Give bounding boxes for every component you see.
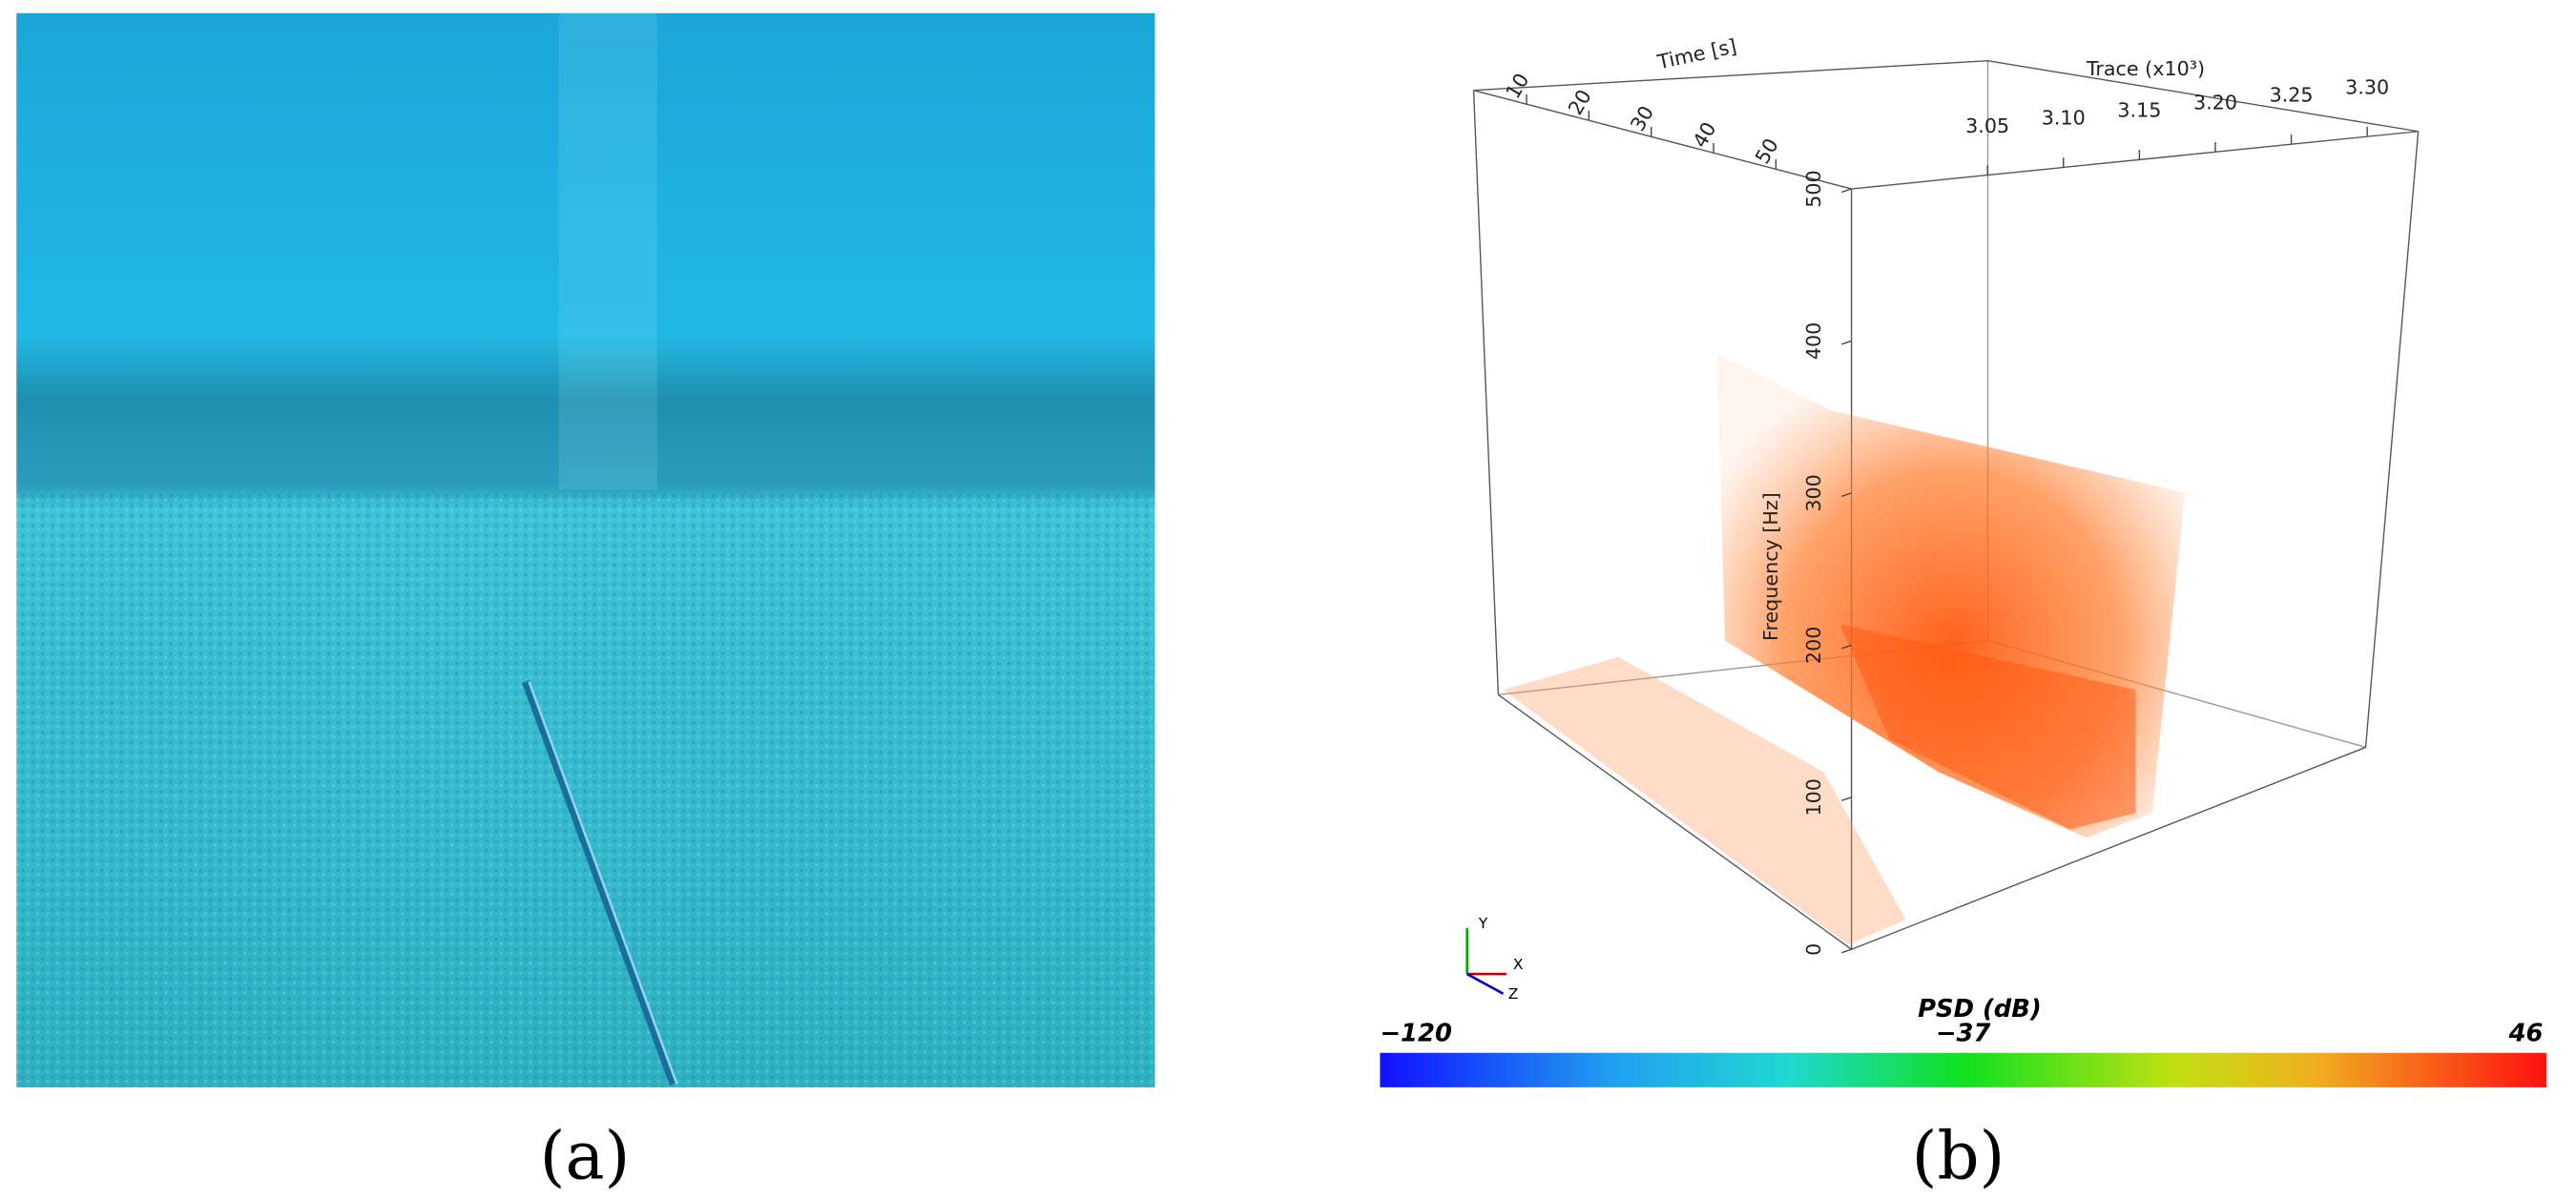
tick-mark <box>1841 492 1852 498</box>
panel-label: (a) <box>540 1118 631 1194</box>
colorbar-label: −120 <box>1380 1020 1452 1048</box>
time-tick-label: 10 <box>1502 70 1534 103</box>
triad-label: Y <box>1478 915 1488 932</box>
frequency-tick-label: 400 <box>1802 322 1825 360</box>
time-tick-label: 40 <box>1689 118 1721 152</box>
tick-mark <box>1841 797 1852 801</box>
triad-label: Z <box>1508 985 1519 1003</box>
frequency-axis-label: Frequency [Hz] <box>1759 492 1782 641</box>
psd-volume <box>1503 353 2186 945</box>
colorbar <box>1380 1052 2546 1087</box>
trace-tick-label: 3.30 <box>2345 75 2389 98</box>
colorbar-label: −37 <box>1936 1020 1991 1048</box>
trace-tick-label: 3.05 <box>1965 114 2009 137</box>
frequency-tick-label: 300 <box>1802 474 1825 511</box>
tick-mark <box>1841 340 1852 345</box>
time-tick-label: 20 <box>1564 86 1596 119</box>
trace-tick-label: 3.15 <box>2117 99 2161 122</box>
colorbar-label: 46 <box>2508 1020 2544 1048</box>
trace-tick-label: 3.20 <box>2193 92 2237 114</box>
axis-ticks: 0 100 200 300 400 500 10 20 30 40 50 3.05 3.10 3.15 3.… <box>1502 70 2390 956</box>
tick-mark <box>1841 644 1852 650</box>
underwater-photo <box>16 12 1155 1087</box>
time-tick-label: 50 <box>1751 134 1783 168</box>
panel-label: (b) <box>1912 1118 2005 1194</box>
time-tick-label: 30 <box>1626 102 1658 135</box>
orientation-triad: Y X Z <box>1465 915 1524 1003</box>
time-axis-label: Time [s] <box>1654 34 1738 73</box>
tick-mark <box>1841 188 1852 194</box>
frequency-tick-label: 0 <box>1802 943 1825 956</box>
trace-tick-label: 3.25 <box>2270 83 2314 106</box>
triad-label: X <box>1513 956 1524 973</box>
tick-mark <box>1841 948 1852 954</box>
frequency-tick-label: 200 <box>1802 627 1825 664</box>
trace-axis-label: Trace (x10³) <box>2086 57 2205 80</box>
frequency-tick-label: 100 <box>1802 778 1825 816</box>
frequency-tick-label: 500 <box>1802 170 1825 207</box>
colorbar-title: PSD (dB) <box>1918 995 2042 1024</box>
trace-tick-label: 3.10 <box>2042 107 2086 130</box>
